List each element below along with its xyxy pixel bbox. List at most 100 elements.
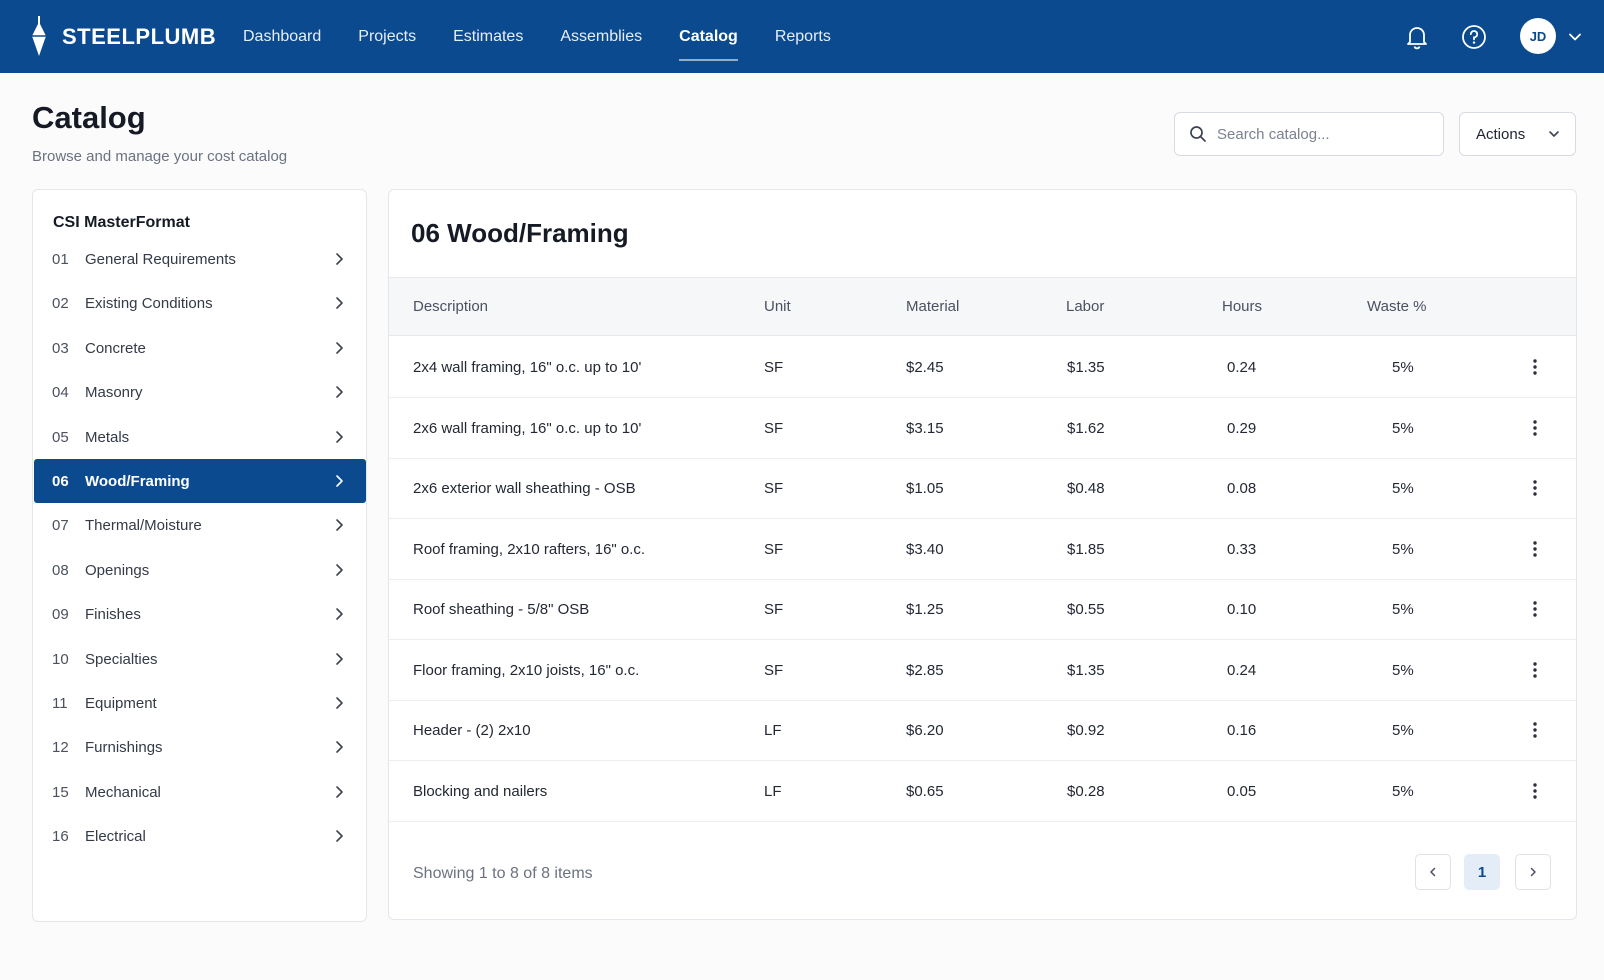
sidebar-item-label: Electrical xyxy=(85,827,146,845)
cell-unit: SF xyxy=(764,601,784,618)
cell-hours: 0.29 xyxy=(1227,420,1257,437)
cell-material: $2.45 xyxy=(906,359,944,376)
chevron-right-icon xyxy=(332,429,346,449)
chevron-right-icon xyxy=(332,384,346,404)
sidebar-item-number: 12 xyxy=(52,738,69,756)
row-menu-kebab-icon[interactable] xyxy=(1525,539,1545,559)
nav-assemblies[interactable]: Assemblies xyxy=(560,27,643,45)
cell-description: Roof framing, 2x10 rafters, 16" o.c. xyxy=(413,541,646,558)
cell-labor: $1.35 xyxy=(1067,662,1105,679)
table-row[interactable]: Blocking and nailers LF $0.65 $0.28 0.05 5% xyxy=(389,761,1576,822)
sidebar-item-label: Equipment xyxy=(85,694,157,712)
sidebar-item-equipment[interactable]: 11 Equipment xyxy=(34,681,366,725)
sidebar-item-thermal-moisture[interactable]: 07 Thermal/Moisture xyxy=(34,503,366,547)
cell-hours: 0.16 xyxy=(1227,722,1257,739)
table-row[interactable]: 2x6 exterior wall sheathing - OSB SF $1.05… xyxy=(389,458,1576,519)
cell-description: 2x4 wall framing, 16" o.c. up to 10' xyxy=(413,359,642,376)
nav-projects[interactable]: Projects xyxy=(358,27,417,45)
cell-hours: 0.08 xyxy=(1227,480,1257,497)
row-menu-kebab-icon[interactable] xyxy=(1525,660,1545,680)
sidebar-item-metals[interactable]: 05 Metals xyxy=(34,415,366,459)
cell-labor: $0.48 xyxy=(1067,480,1105,497)
chevron-right-icon xyxy=(332,562,346,582)
prev-page-button[interactable] xyxy=(1415,854,1451,890)
page-number-button[interactable]: 1 xyxy=(1464,854,1500,890)
column-waste[interactable]: Waste % xyxy=(1367,298,1427,315)
cell-description: Floor framing, 2x10 joists, 16" o.c. xyxy=(413,662,640,679)
sidebar-item-furnishings[interactable]: 12 Furnishings xyxy=(34,725,366,769)
column-hours[interactable]: Hours xyxy=(1222,298,1263,315)
row-menu-kebab-icon[interactable] xyxy=(1525,478,1545,498)
cell-labor: $1.62 xyxy=(1067,420,1105,437)
brand-logo[interactable]: STEELPLUMB xyxy=(30,16,216,58)
cell-material: $3.15 xyxy=(906,420,944,437)
cell-unit: SF xyxy=(764,420,784,437)
main-nav: Dashboard Projects Estimates Assemblies … xyxy=(243,0,868,73)
table-row[interactable]: Header - (2) 2x10 LF $6.20 $0.92 0.16 5% xyxy=(389,700,1576,761)
cell-labor: $1.35 xyxy=(1067,359,1105,376)
sidebar-item-electrical[interactable]: 16 Electrical xyxy=(34,814,366,858)
row-menu-kebab-icon[interactable] xyxy=(1525,781,1545,801)
sidebar-item-number: 04 xyxy=(52,383,69,401)
table-row[interactable]: 2x6 wall framing, 16" o.c. up to 10' SF $3… xyxy=(389,398,1576,459)
page-subtitle: Browse and manage your cost catalog xyxy=(32,148,288,165)
sidebar-item-concrete[interactable]: 03 Concrete xyxy=(34,326,366,370)
cell-waste: 5% xyxy=(1392,359,1414,376)
column-labor[interactable]: Labor xyxy=(1066,298,1105,315)
nav-dashboard[interactable]: Dashboard xyxy=(243,27,322,45)
sidebar-item-label: Existing Conditions xyxy=(85,294,213,312)
table-row[interactable]: Roof framing, 2x10 rafters, 16" o.c. SF $3… xyxy=(389,519,1576,580)
row-menu-kebab-icon[interactable] xyxy=(1525,599,1545,619)
nav-estimates[interactable]: Estimates xyxy=(453,27,524,45)
user-avatar[interactable]: JD xyxy=(1520,18,1556,54)
sidebar-item-finishes[interactable]: 09 Finishes xyxy=(34,592,366,636)
actions-label: Actions xyxy=(1476,125,1526,143)
row-menu-kebab-icon[interactable] xyxy=(1525,720,1545,740)
sidebar-item-wood-framing[interactable]: 06 Wood/Framing xyxy=(34,459,366,503)
sidebar-item-number: 11 xyxy=(52,694,68,712)
cell-labor: $1.85 xyxy=(1067,541,1105,558)
notifications-bell-icon[interactable] xyxy=(1404,24,1430,50)
cell-unit: SF xyxy=(764,541,784,558)
sidebar-item-existing-conditions[interactable]: 02 Existing Conditions xyxy=(34,281,366,325)
cell-waste: 5% xyxy=(1392,783,1414,800)
table-row[interactable]: Roof sheathing - 5/8" OSB SF $1.25 $0.55 0.1… xyxy=(389,579,1576,640)
cell-unit: SF xyxy=(764,662,784,679)
nav-reports[interactable]: Reports xyxy=(774,27,831,45)
search-box[interactable] xyxy=(1174,112,1444,156)
sidebar-item-label: Openings xyxy=(85,561,150,579)
column-material[interactable]: Material xyxy=(906,298,960,315)
chevron-right-icon xyxy=(332,784,346,804)
next-page-button[interactable] xyxy=(1515,854,1551,890)
cell-waste: 5% xyxy=(1392,601,1414,618)
sidebar-item-number: 02 xyxy=(52,294,69,312)
table-row[interactable]: 2x4 wall framing, 16" o.c. up to 10' SF $2… xyxy=(389,337,1576,398)
sidebar-item-masonry[interactable]: 04 Masonry xyxy=(34,370,366,414)
sidebar-item-openings[interactable]: 08 Openings xyxy=(34,548,366,592)
table-row[interactable]: Floor framing, 2x10 joists, 16" o.c. SF $2… xyxy=(389,640,1576,701)
sidebar-item-general-requirements[interactable]: 01 General Requirements xyxy=(34,237,366,281)
cell-hours: 0.05 xyxy=(1227,783,1257,800)
row-menu-kebab-icon[interactable] xyxy=(1525,357,1545,377)
nav-catalog[interactable]: Catalog xyxy=(679,0,738,73)
row-menu-kebab-icon[interactable] xyxy=(1525,418,1545,438)
cell-hours: 0.24 xyxy=(1227,662,1257,679)
plumb-bob-icon xyxy=(32,16,46,56)
sidebar-item-label: Concrete xyxy=(85,339,146,357)
chevron-down-icon[interactable] xyxy=(1567,29,1583,45)
search-input[interactable] xyxy=(1217,125,1427,143)
sidebar-item-label: Thermal/Moisture xyxy=(85,516,202,534)
chevron-right-icon xyxy=(1530,867,1536,877)
sidebar-item-number: 09 xyxy=(52,605,69,623)
sidebar-item-label: Masonry xyxy=(85,383,143,401)
cell-labor: $0.28 xyxy=(1067,783,1105,800)
sidebar-item-label: Furnishings xyxy=(85,738,163,756)
column-unit[interactable]: Unit xyxy=(764,298,791,315)
actions-button[interactable]: Actions xyxy=(1459,112,1576,156)
sidebar-item-specialties[interactable]: 10 Specialties xyxy=(34,637,366,681)
sidebar-item-mechanical[interactable]: 15 Mechanical xyxy=(34,770,366,814)
sidebar-item-number: 16 xyxy=(52,827,69,845)
cell-unit: LF xyxy=(764,783,782,800)
help-icon[interactable] xyxy=(1461,24,1487,50)
column-description[interactable]: Description xyxy=(413,298,489,315)
